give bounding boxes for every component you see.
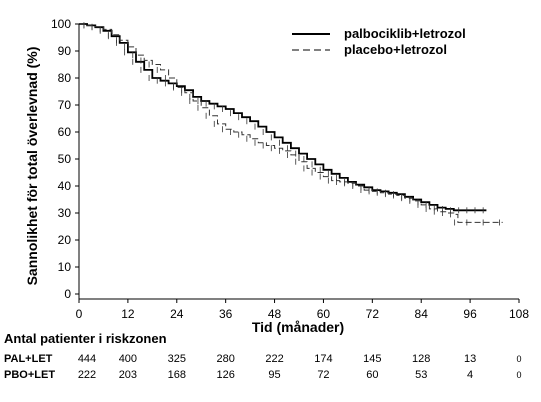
x-tick-label: 96 bbox=[463, 307, 477, 321]
y-tick-label: 0 bbox=[64, 287, 71, 301]
y-tick-label: 20 bbox=[58, 233, 72, 247]
x-tick-label: 84 bbox=[415, 307, 429, 321]
x-tick-label: 36 bbox=[219, 307, 233, 321]
risk-cell: 168 bbox=[167, 369, 186, 381]
y-tick-label: 10 bbox=[58, 260, 72, 274]
risk-cell: 174 bbox=[314, 353, 333, 365]
risk-cell: 53 bbox=[415, 369, 428, 381]
y-tick-label: 60 bbox=[58, 125, 72, 139]
risk-cell: 444 bbox=[77, 353, 97, 365]
risk-cell: 280 bbox=[216, 353, 235, 365]
risk-cell: 4 bbox=[467, 369, 474, 381]
risk-cell: 128 bbox=[412, 353, 431, 365]
y-axis-label: Sannolikhet för total överlevnad (%) bbox=[24, 47, 40, 286]
x-tick-label: 108 bbox=[509, 307, 529, 321]
y-tick-label: 30 bbox=[58, 206, 72, 220]
legend-label-placebo: placebo+letrozol bbox=[344, 42, 447, 57]
x-tick-label: 0 bbox=[76, 307, 83, 321]
risk-cell: 72 bbox=[317, 369, 330, 381]
y-tick-label: 70 bbox=[58, 98, 72, 112]
x-tick-label: 24 bbox=[170, 307, 184, 321]
risk-cell: 13 bbox=[463, 353, 477, 365]
risk-cell: 126 bbox=[216, 369, 235, 381]
risk-cell: 203 bbox=[118, 369, 138, 381]
risk-row-label-pbo: PBO+LET bbox=[4, 369, 56, 381]
risk-cell: 222 bbox=[77, 369, 97, 381]
curve-placebo bbox=[79, 23, 503, 223]
x-tick-label: 48 bbox=[268, 307, 282, 321]
risk-row-label-pal: PAL+LET bbox=[4, 353, 53, 365]
y-tick-label: 100 bbox=[51, 17, 71, 31]
risk-cell: 95 bbox=[268, 369, 281, 381]
x-axis-label: Tid (månader) bbox=[252, 319, 344, 335]
y-tick-label: 40 bbox=[58, 179, 72, 193]
y-tick-label: 80 bbox=[58, 71, 72, 85]
x-tick-label: 72 bbox=[366, 307, 380, 321]
x-tick-label: 12 bbox=[121, 307, 135, 321]
risk-table-title: Antal patienter i riskzonen bbox=[4, 331, 167, 346]
risk-cell: 0 bbox=[516, 370, 522, 380]
y-tick-label: 50 bbox=[58, 152, 72, 166]
risk-cell: 222 bbox=[265, 353, 284, 365]
legend-label-palbociklib: palbociklib+letrozol bbox=[344, 26, 466, 41]
risk-cell: 145 bbox=[363, 353, 382, 365]
risk-cell: 400 bbox=[118, 353, 138, 365]
risk-cell: 0 bbox=[516, 354, 522, 364]
risk-cell: 60 bbox=[366, 369, 379, 381]
y-tick-label: 90 bbox=[58, 44, 72, 58]
legend: palbociklib+letrozol placebo+letrozol bbox=[292, 26, 466, 57]
x-tick-label: 60 bbox=[317, 307, 331, 321]
risk-cell: 325 bbox=[167, 353, 186, 365]
